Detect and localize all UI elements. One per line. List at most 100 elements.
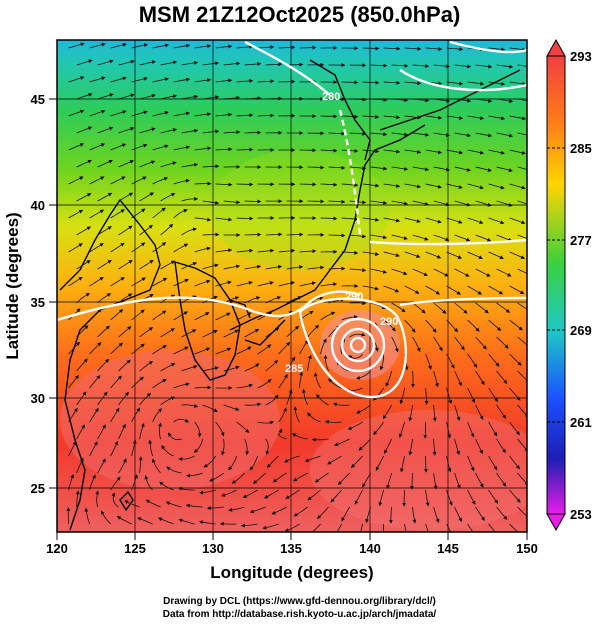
wind-arrow bbox=[68, 473, 74, 491]
wind-arrow bbox=[110, 110, 127, 117]
wind-arrow bbox=[349, 131, 367, 136]
wind-arrow bbox=[286, 325, 300, 338]
wind-arrow bbox=[186, 472, 203, 478]
contour-label-290b: 290 bbox=[345, 291, 363, 303]
wind-arrow bbox=[160, 94, 177, 100]
wind-arrow bbox=[328, 131, 346, 136]
wind-arrow bbox=[467, 183, 484, 190]
wind-arrow bbox=[284, 455, 300, 463]
wind-arrow bbox=[271, 506, 287, 515]
wind-arrow bbox=[110, 242, 125, 253]
wind-arrow bbox=[194, 246, 211, 253]
wind-arrow bbox=[76, 159, 92, 168]
wind-arrow bbox=[320, 338, 327, 355]
wind-arrow bbox=[517, 98, 527, 101]
wind-arrow bbox=[404, 319, 416, 333]
wind-arrow bbox=[362, 46, 380, 51]
wind-arrow bbox=[509, 353, 522, 366]
wind-arrow bbox=[236, 421, 250, 433]
wind-arrow bbox=[257, 311, 273, 321]
wind-arrow bbox=[320, 114, 338, 119]
wind-arrow bbox=[173, 178, 190, 185]
wind-arrow bbox=[95, 490, 100, 508]
wind-arrow bbox=[286, 389, 293, 406]
wind-arrow bbox=[404, 81, 422, 86]
wind-arrow bbox=[181, 94, 199, 100]
wind-arrow bbox=[475, 370, 485, 386]
wind-arrow bbox=[97, 458, 106, 474]
x-axis-label: Longitude (degrees) bbox=[210, 563, 373, 582]
wind-arrow bbox=[509, 115, 527, 121]
wind-arrow bbox=[404, 115, 422, 120]
wind-arrow bbox=[383, 217, 401, 223]
wind-arrow bbox=[131, 176, 147, 185]
wind-arrow bbox=[320, 282, 338, 287]
wind-arrow bbox=[412, 132, 430, 137]
y-tick-label: 30 bbox=[31, 391, 45, 406]
wind-arrow bbox=[341, 250, 359, 255]
wind-arrow bbox=[362, 285, 379, 291]
wind-arrow bbox=[446, 115, 464, 120]
wind-arrow bbox=[488, 455, 498, 471]
wind-arrow bbox=[278, 407, 287, 423]
wind-arrow bbox=[328, 199, 346, 204]
wind-arrow bbox=[215, 421, 225, 437]
wind-arrow bbox=[159, 481, 174, 491]
wind-arrow bbox=[370, 63, 388, 68]
wind-arrow bbox=[454, 302, 468, 314]
wind-arrow bbox=[68, 76, 85, 83]
wind-arrow bbox=[160, 192, 176, 202]
wind-arrow bbox=[236, 216, 254, 221]
wind-arrow bbox=[404, 251, 421, 258]
wind-arrow bbox=[517, 336, 527, 348]
wind-arrow bbox=[509, 387, 521, 401]
colorbar-tick: 277 bbox=[570, 233, 592, 248]
wind-arrow bbox=[362, 183, 380, 188]
wind-arrow bbox=[173, 311, 188, 321]
wind-arrow bbox=[399, 387, 405, 405]
contour-label-280: 280 bbox=[322, 91, 340, 103]
wind-arrow bbox=[362, 114, 380, 119]
wind-arrow bbox=[370, 97, 388, 102]
wind-arrow bbox=[425, 149, 443, 155]
wind-arrow bbox=[388, 506, 393, 524]
wind-arrow bbox=[425, 115, 443, 120]
wind-arrow bbox=[181, 403, 199, 408]
wind-arrow bbox=[496, 404, 507, 419]
wind-arrow bbox=[286, 296, 303, 304]
wind-arrow bbox=[215, 248, 233, 253]
wind-arrow bbox=[509, 489, 521, 503]
wind-arrow bbox=[454, 370, 462, 387]
wind-arrow bbox=[509, 217, 526, 225]
wind-arrow bbox=[404, 183, 422, 189]
wind-arrow bbox=[236, 383, 253, 389]
wind-arrow bbox=[75, 490, 80, 508]
wind-arrow bbox=[356, 404, 371, 414]
wind-arrow bbox=[425, 251, 442, 259]
wind-arrow bbox=[370, 200, 388, 205]
wind-arrow bbox=[76, 358, 88, 372]
wind-arrow bbox=[160, 363, 176, 372]
wind-arrow bbox=[76, 424, 86, 440]
wind-arrow bbox=[244, 199, 262, 204]
wind-arrow bbox=[330, 489, 342, 503]
wind-arrow bbox=[265, 96, 283, 101]
wind-arrow bbox=[496, 166, 513, 173]
wind-arrow bbox=[488, 149, 505, 155]
wind-arrow bbox=[475, 506, 485, 521]
wind-arrow bbox=[412, 506, 417, 524]
wind-arrow bbox=[454, 132, 472, 138]
wind-arrow bbox=[307, 354, 312, 372]
chart-title: MSM 21Z12Oct2025 (850.0hPa) bbox=[138, 2, 461, 27]
wind-arrow bbox=[349, 332, 366, 338]
wind-arrow bbox=[327, 455, 342, 465]
wind-arrow bbox=[89, 308, 102, 321]
coastlines bbox=[59, 59, 521, 531]
wind-arrow bbox=[341, 217, 359, 221]
wind-arrow bbox=[509, 319, 523, 331]
wind-arrow bbox=[404, 46, 422, 51]
wind-arrow bbox=[517, 234, 527, 240]
wind-arrow bbox=[324, 420, 342, 424]
wind-arrow bbox=[181, 329, 197, 338]
wind-arrow bbox=[252, 472, 266, 484]
